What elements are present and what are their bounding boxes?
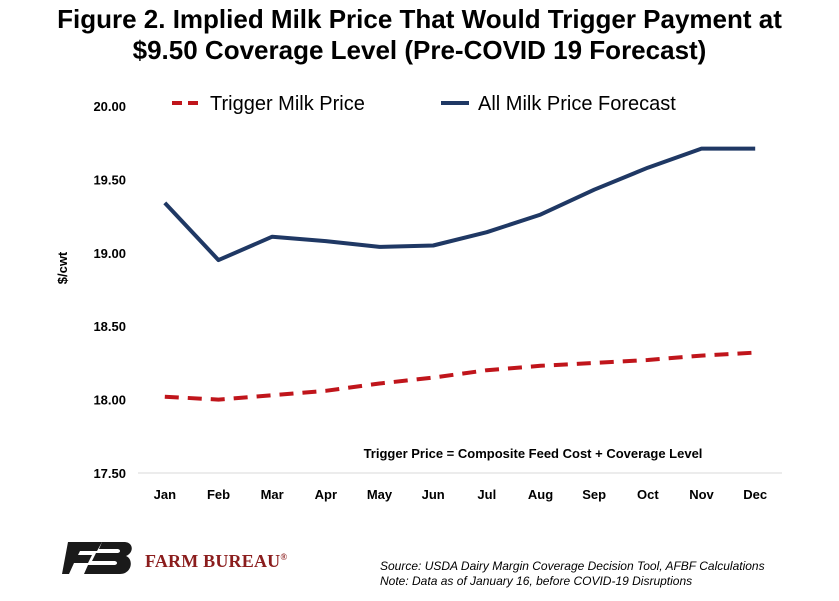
x-tick-label: May [367,487,393,502]
source-note: Source: USDA Dairy Margin Coverage Decis… [380,559,765,589]
x-tick-label: Jun [422,487,445,502]
chart-title: Figure 2. Implied Milk Price That Would … [0,4,839,66]
y-tick-label: 18.00 [93,393,126,408]
x-tick-label: Mar [261,487,284,502]
y-tick-label: 20.00 [93,99,126,114]
x-tick-label: Apr [315,487,337,502]
y-tick-label: 19.50 [93,172,126,187]
registered-mark: ® [280,552,288,562]
chart-annotation: Trigger Price = Composite Feed Cost + Co… [364,446,703,461]
farm-bureau-logo-icon [62,542,132,574]
note-line: Note: Data as of January 16, before COVI… [380,574,693,588]
brand-name: FARM BUREAU® [145,551,287,572]
title-line-1: Figure 2. Implied Milk Price That Would … [57,4,782,34]
x-tick-label: Jan [154,487,176,502]
y-axis-label: $/cwt [55,251,70,284]
all-milk-price-forecast-line [163,146,756,263]
x-tick-label: Oct [637,487,659,502]
legend-trigger-milk-price-label: Trigger Milk Price [210,93,365,115]
trigger-milk-price-line [164,350,756,402]
source-line: Source: USDA Dairy Margin Coverage Decis… [380,559,765,573]
x-tick-label: Jul [477,487,496,502]
x-tick-label: Feb [207,487,230,502]
title-line-2: $9.50 Coverage Level (Pre-COVID 19 Forec… [132,35,707,65]
y-tick-label: 17.50 [93,466,126,481]
x-tick-label: Aug [528,487,553,502]
x-tick-label: Nov [689,487,714,502]
y-tick-label: 18.50 [93,319,126,334]
x-tick-label: Dec [743,487,767,502]
legend-all-milk-price-forecast-label: All Milk Price Forecast [478,93,676,115]
y-tick-label: 19.00 [93,246,126,261]
brand-name-text: FARM BUREAU [145,551,281,571]
x-tick-label: Sep [582,487,606,502]
